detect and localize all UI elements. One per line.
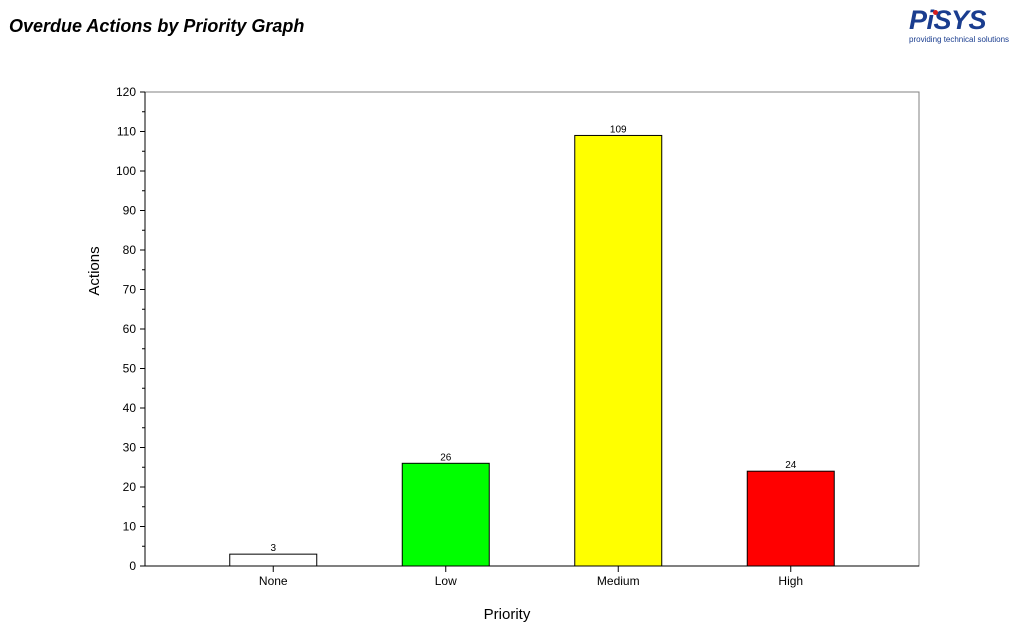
bar-none <box>229 553 318 567</box>
x-axis-label: Priority <box>484 606 531 623</box>
y-tick-label: 10 <box>123 520 137 534</box>
y-axis: 0 10 20 30 40 50 60 70 80 90 100 110 120 <box>116 85 146 573</box>
x-tick-label: Low <box>435 574 457 588</box>
y-tick-label: 110 <box>117 125 136 139</box>
x-tick-label: High <box>778 574 803 588</box>
data-label: 3 <box>270 543 276 554</box>
bars: 3 26 109 24 <box>229 124 835 567</box>
y-axis-label: Actions <box>86 246 103 295</box>
y-tick-label: 70 <box>123 283 137 297</box>
data-label: 24 <box>785 460 797 471</box>
y-tick-label: 60 <box>123 322 137 336</box>
y-tick-label: 50 <box>123 362 137 376</box>
bar-medium <box>574 134 663 567</box>
page-title: Overdue Actions by Priority Graph <box>9 16 305 36</box>
data-label: 109 <box>610 124 627 135</box>
bar-high <box>746 470 835 567</box>
y-tick-label: 90 <box>123 204 137 218</box>
y-tick-label: 80 <box>123 243 137 257</box>
x-tick-label: Medium <box>597 574 640 588</box>
logo-red-dot <box>933 10 938 15</box>
data-label: 26 <box>440 452 452 463</box>
logo-tagline: providing technical solutions <box>909 35 1010 44</box>
logo-wordmark: PiSYS <box>909 5 987 35</box>
x-axis: None Low Medium High <box>145 565 919 588</box>
bar-low <box>401 462 490 567</box>
y-tick-label: 20 <box>123 480 137 494</box>
y-tick-label: 120 <box>116 85 136 99</box>
y-tick-label: 0 <box>129 559 136 573</box>
y-tick-label: 40 <box>123 401 137 415</box>
pisys-logo: PiSYS providing technical solutions <box>905 4 1023 46</box>
y-tick-label: 30 <box>123 441 137 455</box>
x-tick-label: None <box>259 574 288 588</box>
y-tick-label: 100 <box>116 164 136 178</box>
